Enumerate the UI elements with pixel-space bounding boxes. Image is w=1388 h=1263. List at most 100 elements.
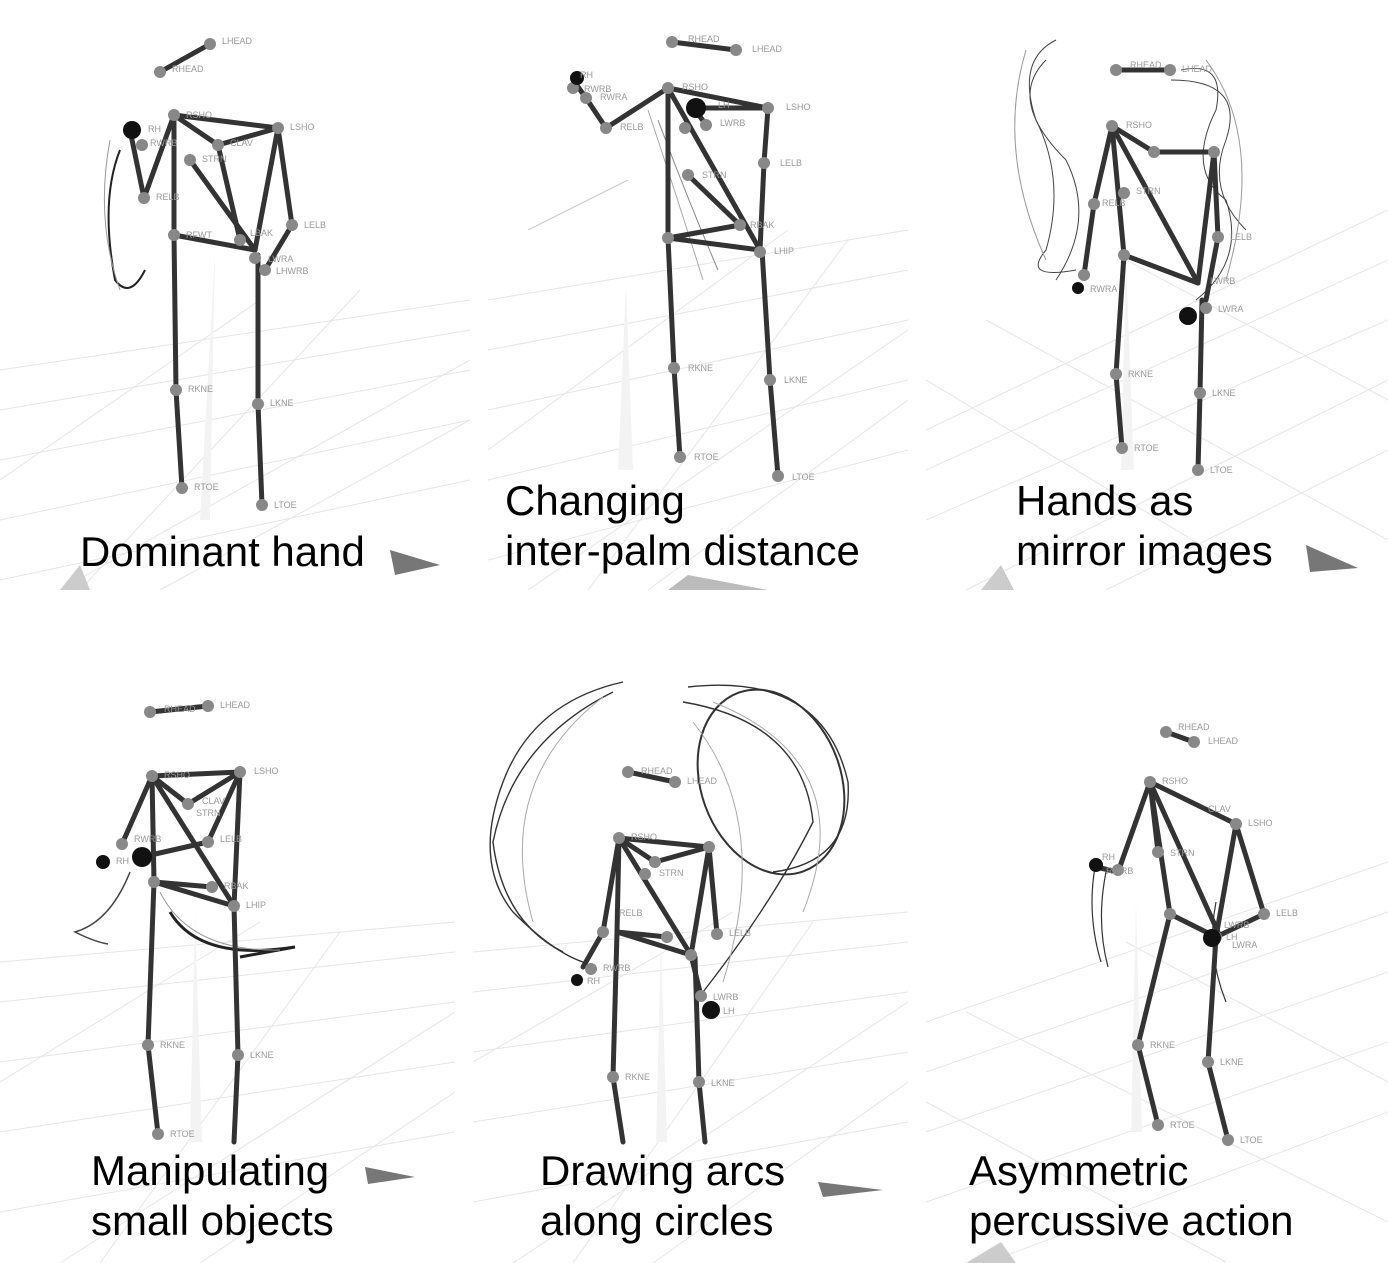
panel-caption: Manipulating small objects — [91, 1146, 334, 1246]
svg-text:RTOE: RTOE — [1170, 1120, 1195, 1130]
svg-text:LH: LH — [723, 1006, 735, 1016]
svg-text:RKNE: RKNE — [1150, 1040, 1175, 1050]
svg-text:RWRB: RWRB — [603, 963, 630, 973]
svg-text:LSHO: LSHO — [1248, 818, 1273, 828]
svg-text:LTOE: LTOE — [1240, 1135, 1263, 1145]
caption-line: Manipulating — [91, 1147, 330, 1194]
panel-caption: Drawing arcs along circles — [540, 1146, 785, 1246]
caption-line: percussive action — [969, 1197, 1294, 1244]
svg-text:RHEAD: RHEAD — [641, 766, 673, 776]
caption-line: Changing — [505, 477, 685, 524]
svg-text:RKNE: RKNE — [160, 1040, 185, 1050]
svg-text:RH: RH — [148, 124, 161, 134]
svg-text:LHEAD: LHEAD — [1182, 64, 1213, 74]
svg-text:RELB: RELB — [1102, 198, 1126, 208]
caption-line: mirror images — [1016, 527, 1273, 574]
caption-line: Dominant hand — [80, 528, 365, 575]
svg-text:RHEAD: RHEAD — [164, 704, 196, 714]
svg-text:LHIP: LHIP — [774, 246, 794, 256]
svg-text:RTOE: RTOE — [194, 482, 219, 492]
panel-drawing-arcs: RHEAD LHEAD RSHO STRN RELB LELB RWRB RH … — [473, 662, 908, 1263]
svg-text:LWRB: LWRB — [1210, 276, 1235, 286]
svg-text:RH: RH — [1102, 852, 1115, 862]
svg-text:RWRB: RWRB — [1106, 866, 1133, 876]
svg-text:RWRB: RWRB — [584, 84, 611, 94]
svg-text:RBAK: RBAK — [750, 220, 775, 230]
svg-text:STRN: STRN — [702, 170, 727, 180]
svg-text:LHEAD: LHEAD — [1208, 736, 1239, 746]
svg-text:RWRB: RWRB — [150, 138, 177, 148]
caption-line: along circles — [540, 1197, 774, 1244]
svg-text:LTOE: LTOE — [792, 472, 815, 482]
svg-text:LWRB: LWRB — [1224, 920, 1249, 930]
svg-text:LSHO: LSHO — [290, 122, 315, 132]
svg-text:RSHO: RSHO — [1126, 120, 1152, 130]
panel-inter-palm-distance: RHEAD LHEAD RSHO LSHO RH LH RWRB RWRA RE… — [488, 0, 908, 590]
svg-text:RHEAD: RHEAD — [1130, 60, 1162, 70]
svg-text:STRN: STRN — [1136, 186, 1161, 196]
svg-text:LELB: LELB — [304, 220, 326, 230]
svg-text:LH: LH — [1226, 932, 1238, 942]
svg-text:LH: LH — [718, 100, 730, 110]
svg-text:LKNE: LKNE — [250, 1050, 274, 1060]
skeleton-figure: RHEAD LHEAD RSHO LSHO RH LH RWRB RWRA RE… — [488, 34, 908, 590]
caption-line: inter-palm distance — [505, 527, 860, 574]
svg-text:LHWRB: LHWRB — [276, 266, 309, 276]
svg-text:RWRB: RWRB — [134, 834, 161, 844]
svg-text:STRN: STRN — [1170, 848, 1195, 858]
svg-text:LWRB: LWRB — [720, 118, 745, 128]
panel-caption: Hands as mirror images — [1016, 476, 1273, 576]
svg-text:CLAV: CLAV — [230, 138, 253, 148]
svg-text:LKNE: LKNE — [270, 398, 294, 408]
svg-text:LELB: LELB — [780, 158, 802, 168]
panel-caption: Changing inter-palm distance — [505, 476, 860, 576]
svg-text:LELB: LELB — [729, 928, 751, 938]
svg-text:LKNE: LKNE — [784, 375, 808, 385]
svg-text:STRN: STRN — [196, 808, 221, 818]
panel-caption: Asymmetric percussive action — [969, 1146, 1294, 1246]
svg-text:LBAK: LBAK — [250, 228, 273, 238]
svg-text:LKNE: LKNE — [711, 1078, 735, 1088]
svg-text:RTOE: RTOE — [694, 452, 719, 462]
svg-text:RTOE: RTOE — [170, 1129, 195, 1139]
svg-text:LHEAD: LHEAD — [222, 36, 253, 46]
svg-text:LHIP: LHIP — [246, 900, 266, 910]
svg-text:RH: RH — [580, 70, 593, 80]
skeleton-figure: RHEAD LHEAD RSHO STRN RELB LELB RWRB RH … — [473, 681, 908, 1263]
svg-text:RKNE: RKNE — [1128, 369, 1153, 379]
panel-asymmetric-percussive: RHEAD LHEAD RSHO CLAV LSHO RH RWRB STRN … — [926, 662, 1388, 1263]
svg-text:RBAK: RBAK — [224, 881, 249, 891]
svg-text:LELB: LELB — [1276, 908, 1298, 918]
svg-text:RELB: RELB — [156, 192, 180, 202]
svg-text:LELB: LELB — [1230, 232, 1252, 242]
panel-manipulating-small-objects: RHEAD LHEAD LSHO RSHO CLAV STRN RWRB LEL… — [0, 662, 455, 1263]
panel-mirror-images: RHEAD LHEAD RSHO STRN RELB LELB RWRA LWR… — [926, 0, 1388, 590]
svg-text:RHEAD: RHEAD — [172, 64, 204, 74]
svg-text:LHEAD: LHEAD — [687, 776, 718, 786]
svg-text:LTOE: LTOE — [1210, 465, 1233, 475]
panel-dominant-hand: LHEAD RHEAD RSHO LSHO RH RWRB STRN CLAV … — [0, 0, 470, 590]
svg-text:RSHO: RSHO — [186, 110, 212, 120]
svg-text:RTOE: RTOE — [1134, 443, 1159, 453]
skeleton-figure: RHEAD LHEAD RSHO STRN RELB LELB RWRA LWR… — [926, 39, 1388, 590]
svg-text:RH: RH — [116, 856, 129, 866]
svg-text:RELB: RELB — [620, 122, 644, 132]
svg-text:LKNE: LKNE — [1212, 388, 1236, 398]
svg-text:RFWT: RFWT — [186, 230, 212, 240]
panel-caption: Dominant hand — [80, 527, 365, 577]
skeleton-figure: LHEAD RHEAD RSHO LSHO RH RWRB STRN CLAV … — [0, 36, 470, 590]
svg-text:LSHO: LSHO — [786, 102, 811, 112]
svg-text:RWRA: RWRA — [1090, 284, 1117, 294]
svg-text:LHEAD: LHEAD — [752, 44, 783, 54]
svg-text:CLAV: CLAV — [1208, 804, 1231, 814]
svg-text:RSHO: RSHO — [682, 82, 708, 92]
svg-text:RKNE: RKNE — [688, 363, 713, 373]
svg-text:LWRA: LWRA — [1218, 304, 1243, 314]
svg-text:LWRA: LWRA — [1232, 940, 1257, 950]
svg-text:RHEAD: RHEAD — [1178, 722, 1210, 732]
svg-text:CLAV: CLAV — [202, 796, 225, 806]
svg-text:RSHO: RSHO — [631, 832, 657, 842]
svg-text:STRN: STRN — [659, 868, 684, 878]
svg-text:LKNE: LKNE — [1220, 1057, 1244, 1067]
svg-text:RWRA: RWRA — [600, 92, 627, 102]
